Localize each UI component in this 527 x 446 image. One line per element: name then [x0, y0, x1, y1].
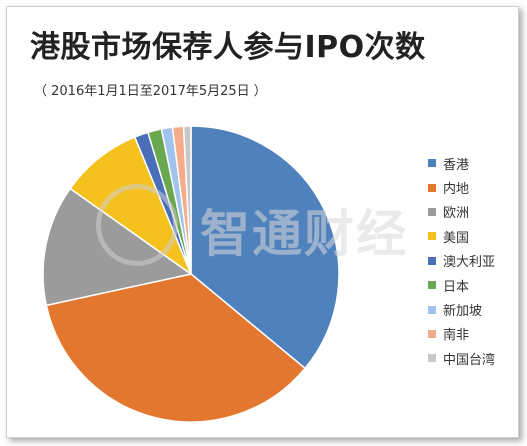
legend-swatch	[428, 183, 436, 192]
legend-item-6: 新加坡	[428, 297, 523, 321]
legend-item-0: 香港	[428, 151, 523, 175]
legend-swatch	[428, 329, 436, 338]
legend-swatch	[428, 256, 436, 265]
legend-item-7: 南非	[428, 322, 523, 346]
chart-legend: 香港内地欧洲美国澳大利亚日本新加坡南非中国台湾	[428, 151, 523, 371]
legend-swatch	[428, 207, 436, 216]
pie-slice-8	[182, 125, 192, 275]
chart-title: 港股市场保荐人参与IPO次数	[30, 30, 426, 65]
chart-subtitle: （ 2016年1月1日至2017年5月25日 ）	[34, 84, 267, 99]
legend-label: 澳大利亚	[443, 255, 496, 271]
watermark: 智通财经	[96, 182, 426, 272]
watermark-text: 智通财经	[200, 205, 408, 263]
legend-item-4: 澳大利亚	[428, 249, 523, 273]
legend-item-3: 美国	[428, 224, 523, 248]
legend-item-1: 内地	[428, 175, 523, 199]
legend-swatch	[428, 305, 436, 314]
legend-label: 欧洲	[443, 206, 470, 222]
legend-label: 美国	[443, 230, 470, 246]
legend-label: 中国台湾	[443, 352, 496, 368]
watermark-logo-icon	[96, 184, 178, 266]
legend-swatch	[428, 354, 436, 363]
legend-item-2: 欧洲	[428, 200, 523, 224]
legend-item-8: 中国台湾	[428, 346, 523, 370]
legend-label: 内地	[443, 182, 470, 198]
legend-label: 香港	[443, 157, 470, 173]
legend-label: 日本	[443, 279, 470, 295]
pie-slice-0	[190, 125, 340, 370]
legend-swatch	[428, 281, 436, 290]
legend-label: 新加坡	[443, 304, 483, 320]
legend-item-5: 日本	[428, 273, 523, 297]
legend-label: 南非	[443, 328, 470, 344]
legend-swatch	[428, 159, 436, 168]
legend-swatch	[428, 232, 436, 241]
pie-slice-1	[45, 273, 307, 423]
